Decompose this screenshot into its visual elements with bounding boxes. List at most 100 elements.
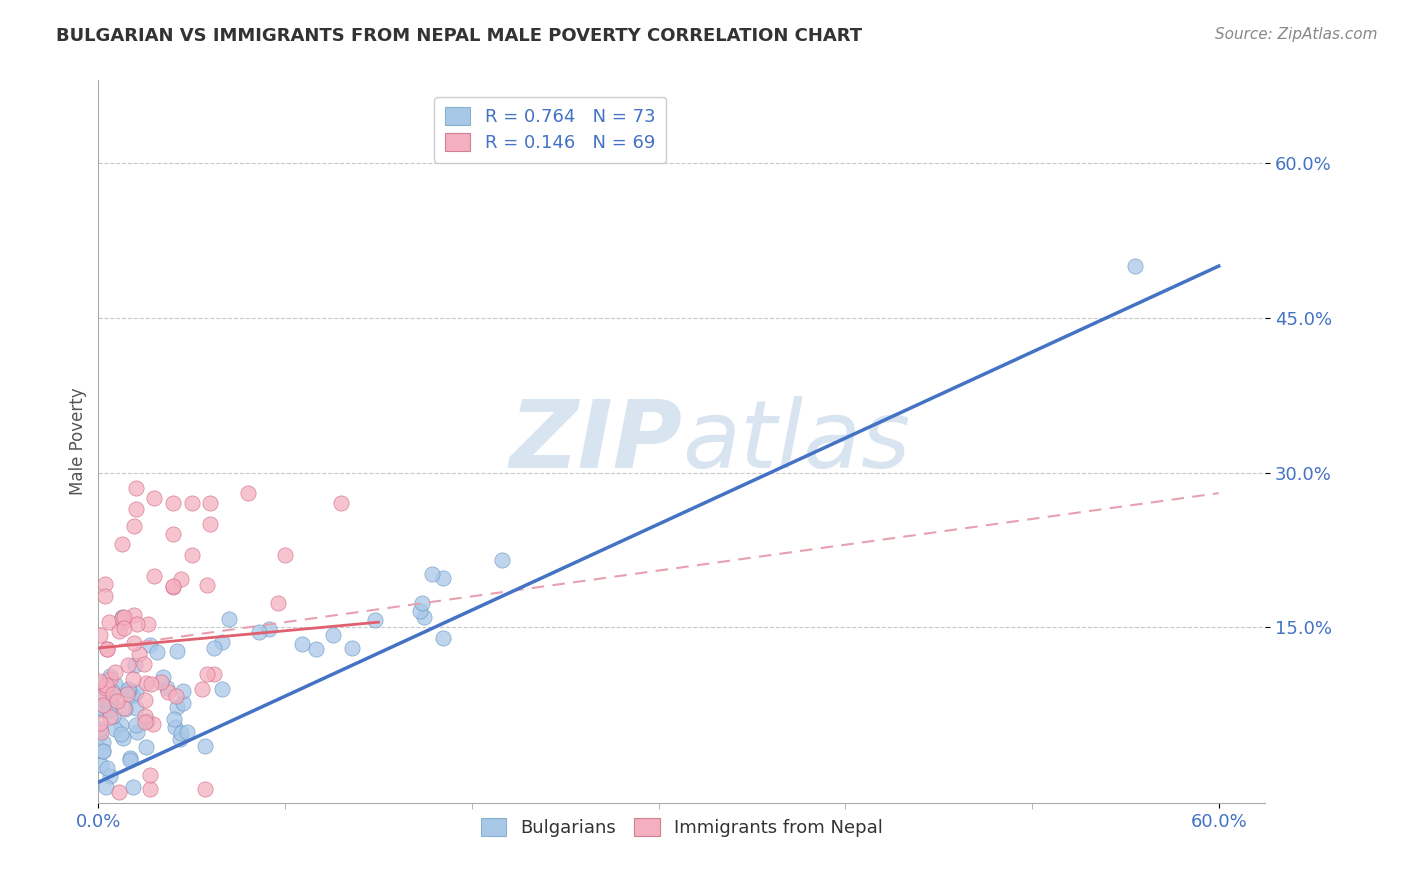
Point bbox=[139, 677, 162, 691]
Point bbox=[134, 715, 156, 730]
Point bbox=[162, 496, 184, 510]
Point bbox=[409, 604, 432, 618]
Point bbox=[194, 739, 217, 753]
Point bbox=[202, 641, 225, 656]
Point bbox=[118, 751, 141, 765]
Point bbox=[111, 611, 134, 625]
Point bbox=[166, 699, 188, 714]
Point bbox=[163, 712, 186, 726]
Point bbox=[169, 726, 191, 740]
Point bbox=[172, 696, 194, 710]
Point bbox=[411, 595, 433, 609]
Point bbox=[257, 622, 280, 636]
Point bbox=[194, 782, 217, 797]
Point bbox=[274, 548, 297, 562]
Point bbox=[100, 693, 122, 707]
Point bbox=[1123, 259, 1146, 273]
Point bbox=[200, 496, 222, 510]
Point bbox=[322, 628, 344, 642]
Point bbox=[110, 727, 132, 741]
Point bbox=[491, 553, 513, 567]
Point bbox=[135, 714, 157, 729]
Point bbox=[98, 672, 121, 686]
Point bbox=[98, 696, 121, 710]
Point bbox=[146, 645, 169, 659]
Point bbox=[90, 757, 112, 772]
Point bbox=[162, 527, 184, 541]
Point bbox=[127, 725, 149, 739]
Point bbox=[122, 689, 145, 703]
Point bbox=[340, 641, 363, 656]
Point bbox=[96, 641, 118, 656]
Point bbox=[363, 613, 385, 627]
Point bbox=[91, 743, 114, 757]
Point bbox=[94, 678, 117, 692]
Point bbox=[94, 589, 117, 603]
Point bbox=[291, 637, 314, 651]
Point bbox=[125, 701, 148, 715]
Text: ZIP: ZIP bbox=[509, 395, 682, 488]
Point bbox=[89, 703, 111, 717]
Point bbox=[101, 687, 124, 701]
Point bbox=[172, 684, 194, 698]
Point bbox=[422, 567, 444, 582]
Point bbox=[98, 703, 121, 717]
Point bbox=[96, 641, 118, 656]
Text: Source: ZipAtlas.com: Source: ZipAtlas.com bbox=[1215, 27, 1378, 42]
Point bbox=[122, 780, 145, 795]
Point bbox=[91, 735, 114, 749]
Point bbox=[267, 596, 290, 610]
Point bbox=[200, 517, 222, 532]
Point bbox=[98, 709, 121, 723]
Point bbox=[117, 657, 139, 672]
Point bbox=[120, 753, 142, 767]
Point bbox=[91, 685, 114, 699]
Point bbox=[170, 572, 193, 586]
Point bbox=[143, 568, 166, 582]
Point bbox=[112, 701, 135, 715]
Point bbox=[101, 709, 124, 723]
Point bbox=[412, 610, 434, 624]
Point bbox=[149, 674, 172, 689]
Point bbox=[94, 577, 117, 591]
Point bbox=[330, 496, 353, 510]
Point bbox=[135, 676, 157, 690]
Text: atlas: atlas bbox=[682, 396, 910, 487]
Point bbox=[236, 486, 259, 500]
Point bbox=[111, 609, 134, 624]
Point bbox=[169, 732, 191, 747]
Point bbox=[124, 519, 146, 533]
Y-axis label: Male Poverty: Male Poverty bbox=[69, 388, 87, 495]
Point bbox=[134, 709, 156, 723]
Point bbox=[89, 628, 111, 642]
Point bbox=[98, 669, 121, 683]
Point bbox=[104, 665, 127, 679]
Point bbox=[87, 728, 110, 742]
Point bbox=[114, 702, 136, 716]
Point bbox=[162, 579, 184, 593]
Point bbox=[103, 722, 125, 736]
Point bbox=[111, 536, 134, 550]
Point bbox=[132, 657, 155, 671]
Point bbox=[111, 615, 134, 629]
Point bbox=[134, 693, 156, 707]
Point bbox=[108, 624, 131, 639]
Point bbox=[125, 616, 148, 631]
Point bbox=[112, 610, 135, 624]
Point bbox=[91, 744, 114, 758]
Point bbox=[135, 739, 157, 754]
Point bbox=[89, 722, 111, 736]
Point bbox=[91, 675, 114, 690]
Point bbox=[104, 677, 127, 691]
Point bbox=[93, 698, 115, 712]
Point bbox=[202, 666, 225, 681]
Point bbox=[180, 496, 202, 510]
Point bbox=[91, 692, 114, 706]
Point bbox=[136, 616, 159, 631]
Point bbox=[125, 501, 148, 516]
Point bbox=[125, 481, 148, 495]
Text: BULGARIAN VS IMMIGRANTS FROM NEPAL MALE POVERTY CORRELATION CHART: BULGARIAN VS IMMIGRANTS FROM NEPAL MALE … bbox=[56, 27, 862, 45]
Point bbox=[162, 580, 184, 594]
Point bbox=[139, 768, 162, 782]
Point bbox=[98, 769, 121, 783]
